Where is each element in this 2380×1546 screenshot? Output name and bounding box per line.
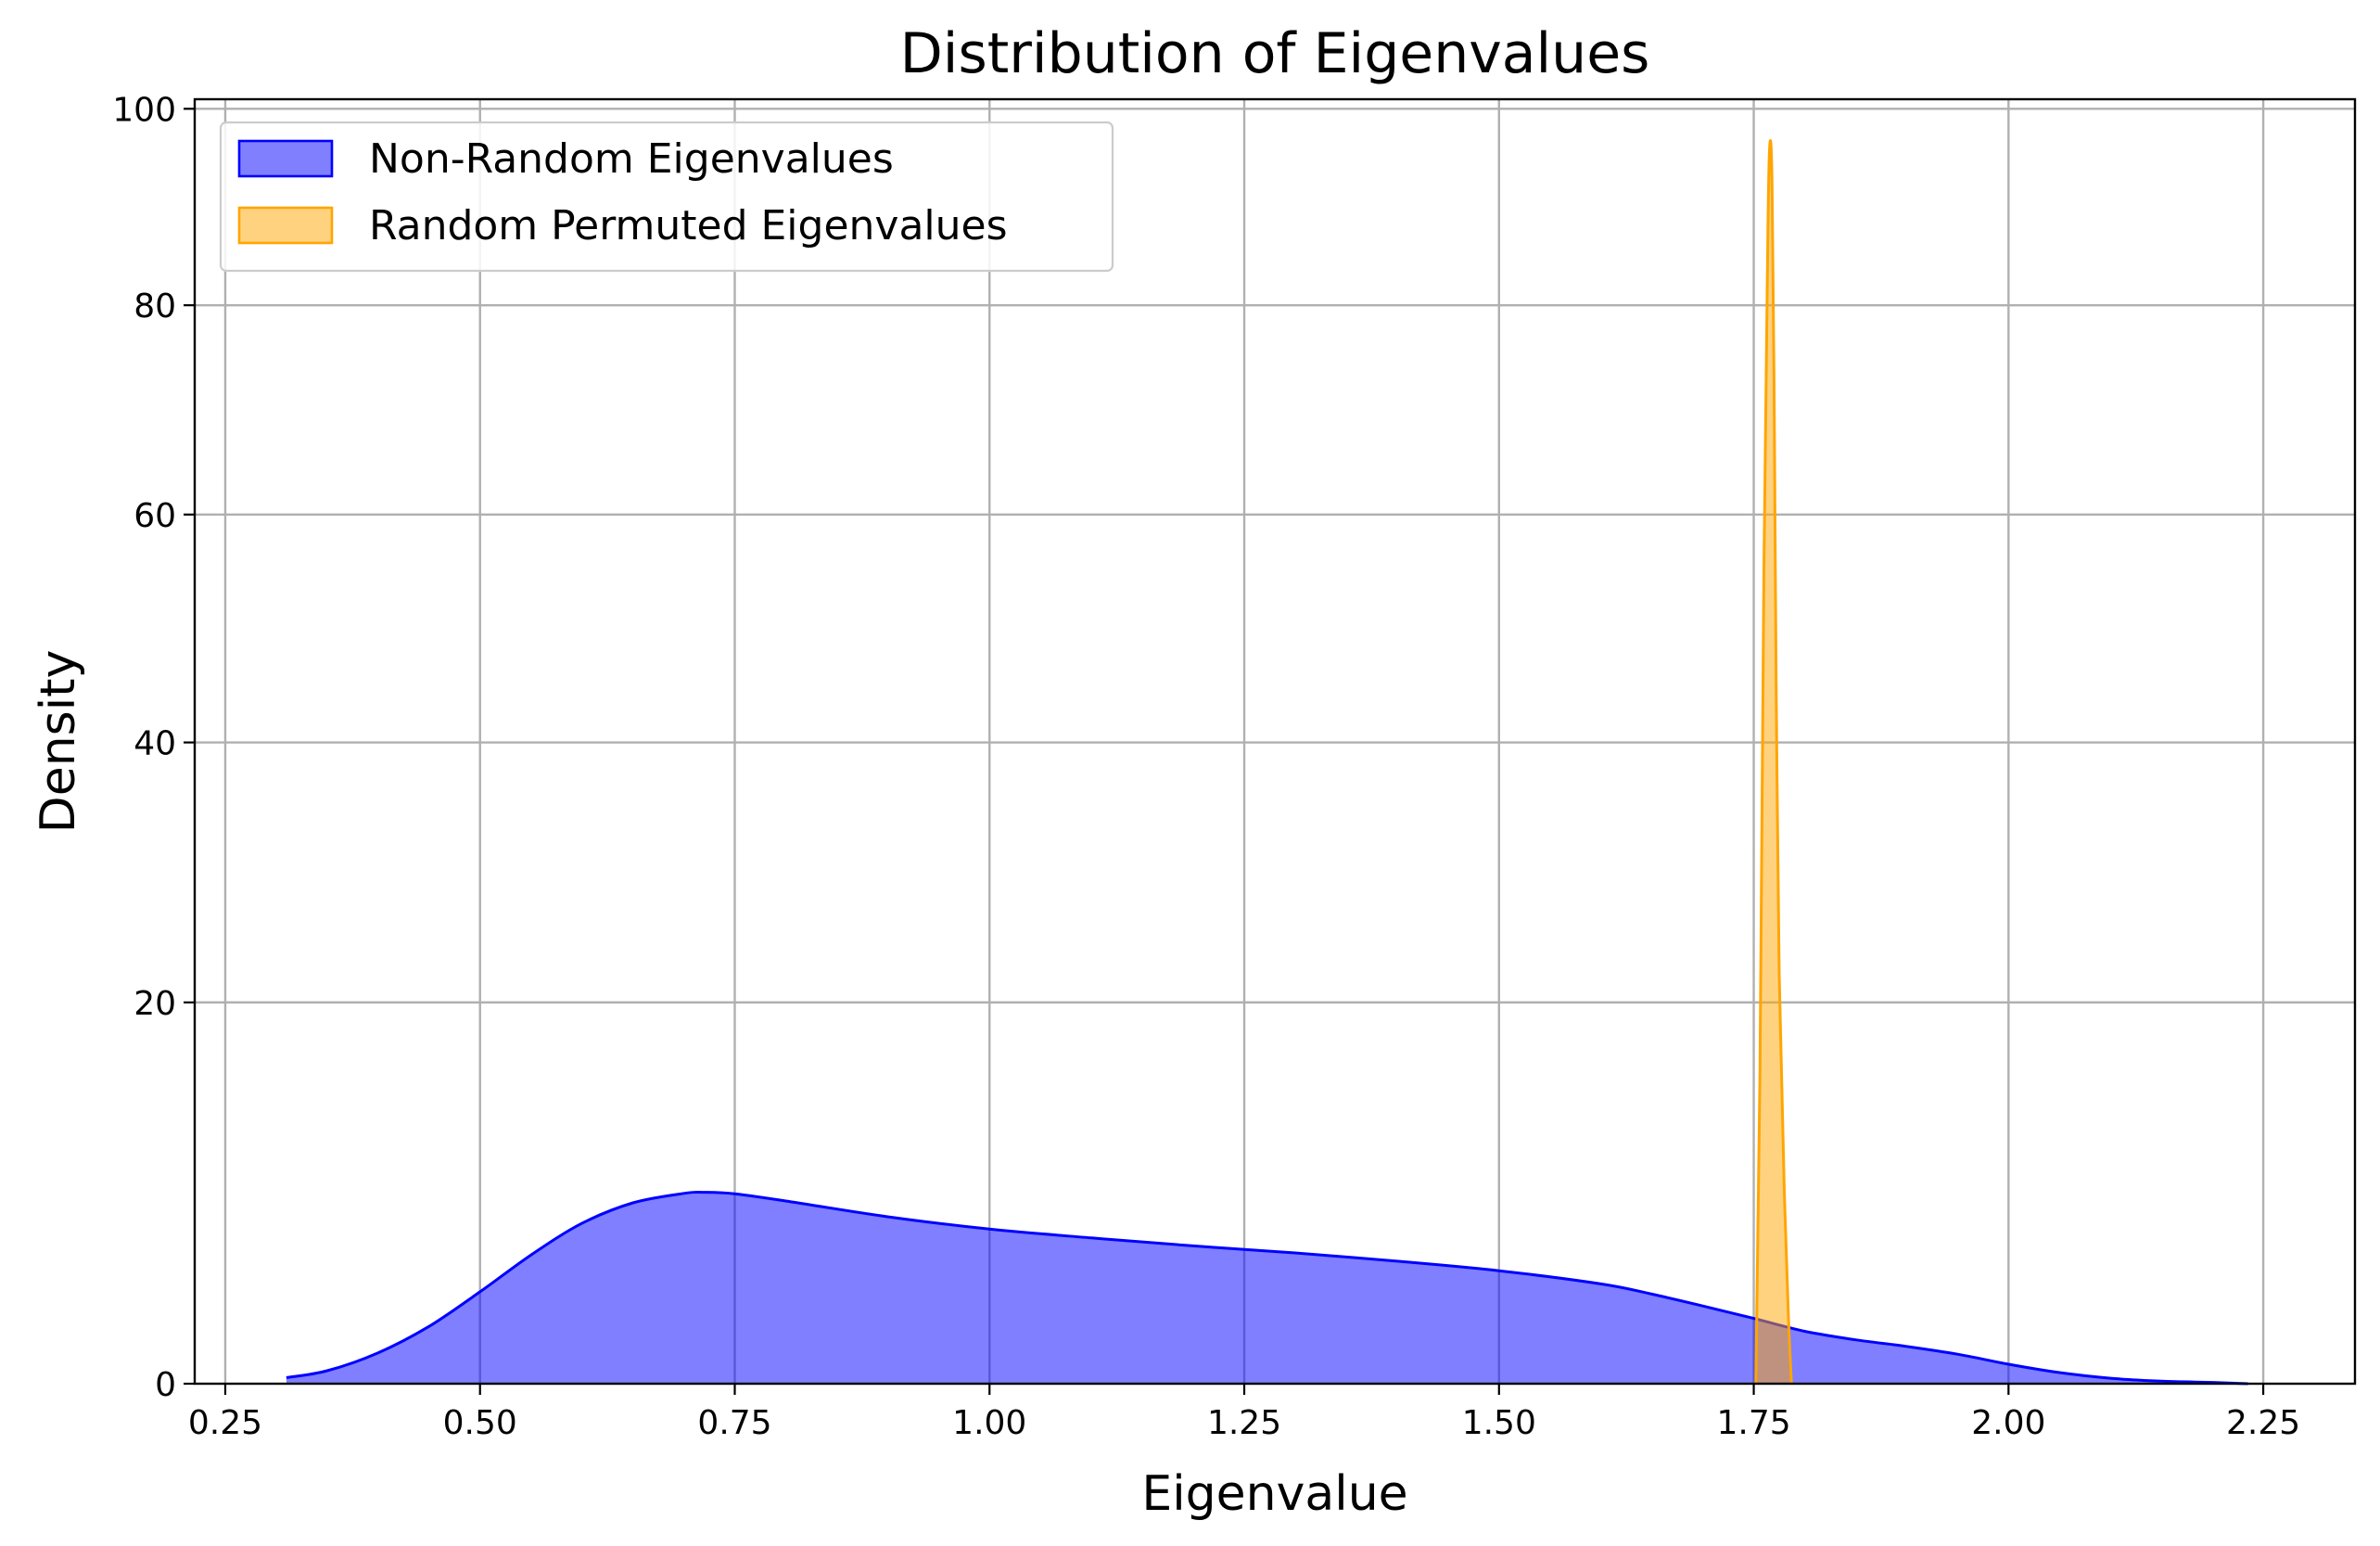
series-non-random-area xyxy=(286,1192,2248,1384)
y-tick-label: 80 xyxy=(134,287,176,326)
grid xyxy=(195,99,2355,1384)
x-tick-label: 1.00 xyxy=(952,1404,1026,1442)
x-tick-label: 2.25 xyxy=(2226,1404,2300,1442)
y-axis-label: Density xyxy=(31,650,86,834)
legend-box xyxy=(219,121,1114,273)
legend-swatch-random-permuted xyxy=(237,206,334,245)
x-tick-label: 1.50 xyxy=(1462,1404,1536,1442)
chart-title: Distribution of Eigenvalues xyxy=(900,21,1650,86)
y-tick-label: 40 xyxy=(134,725,176,763)
axis-ticks: 0.25 0.50 0.75 1.00 1.25 1.50 1.75 2.00 2.25 0 20 4… xyxy=(112,91,2300,1442)
legend-swatch-non-random xyxy=(237,139,334,178)
x-axis-label: Eigenvalue xyxy=(1141,1466,1407,1522)
legend-label-non-random: Non-Random Eigenvalues xyxy=(369,135,894,183)
x-tick-label: 1.25 xyxy=(1207,1404,1281,1442)
x-tick-label: 0.75 xyxy=(697,1404,771,1442)
legend-label-random-permuted: Random Permuted Eigenvalues xyxy=(369,202,1008,249)
series-non-random-line xyxy=(286,1190,2248,1386)
x-tick-label: 0.25 xyxy=(188,1404,262,1442)
y-tick-label: 0 xyxy=(155,1366,176,1404)
series-random-permuted-line xyxy=(1754,139,1793,1385)
x-tick-label: 0.50 xyxy=(443,1404,517,1442)
legend: Non-Random Eigenvalues Random Permuted E… xyxy=(219,121,1114,273)
x-tick-label: 1.75 xyxy=(1716,1404,1790,1442)
y-tick-label: 20 xyxy=(134,985,176,1023)
x-tick-label: 2.00 xyxy=(1971,1404,2045,1442)
y-tick-label: 60 xyxy=(134,497,176,535)
series-areas xyxy=(286,139,2248,1386)
y-tick-label: 100 xyxy=(112,91,176,129)
series-random-permuted-area xyxy=(1755,140,1792,1384)
